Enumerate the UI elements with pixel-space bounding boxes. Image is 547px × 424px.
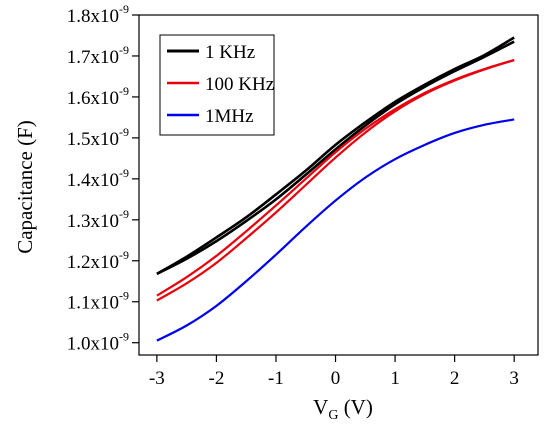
y-axis-ticks: 1.0x10-91.1x10-91.2x10-91.3x10-91.4x10-9… — [67, 2, 139, 355]
y-tick-label: 1.5x10-9 — [67, 125, 129, 150]
y-axis-title: Capacitance (F) — [13, 120, 37, 254]
legend: 1 KHz 100 KHz 1MHz — [159, 34, 275, 136]
y-tick-label: 1.7x10-9 — [67, 43, 129, 68]
y-tick-mantissa: 1.4x10 — [67, 170, 119, 191]
x-tick-label: 0 — [331, 368, 341, 389]
legend-box — [159, 34, 275, 136]
x-tick-label: -2 — [209, 368, 225, 389]
x-axis-title-sub: G — [328, 408, 338, 423]
y-tick-mantissa: 1.7x10 — [67, 47, 119, 68]
y-tick-label: 1.0x10-9 — [67, 330, 129, 355]
x-axis-title-unit: (V) — [338, 395, 372, 419]
x-tick-label: -1 — [268, 368, 284, 389]
x-tick-label: 3 — [509, 368, 519, 389]
y-tick-label: 1.3x10-9 — [67, 207, 129, 232]
y-tick-exponent: -9 — [119, 125, 129, 139]
y-tick-exponent: -9 — [119, 289, 129, 303]
y-tick-label: 1.1x10-9 — [67, 289, 129, 314]
y-tick-exponent: -9 — [119, 2, 129, 16]
y-tick-label: 1.4x10-9 — [67, 166, 129, 191]
y-tick-exponent: -9 — [119, 84, 129, 98]
legend-label: 100 KHz — [205, 74, 274, 95]
series-line-1khz-sweep-1 — [156, 40, 515, 276]
y-tick-exponent: -9 — [119, 166, 129, 180]
legend-label: 1MHz — [205, 106, 254, 127]
y-tick-label: 1.6x10-9 — [67, 84, 129, 109]
x-axis-title: VG (V) — [313, 395, 373, 423]
x-tick-label: 1 — [390, 368, 400, 389]
legend-label: 1 KHz — [205, 42, 255, 63]
x-axis-title-main: V — [313, 395, 328, 419]
y-tick-mantissa: 1.3x10 — [67, 211, 119, 232]
y-tick-label: 1.2x10-9 — [67, 248, 129, 273]
x-axis-ticks: -3 -2 -1 0 1 2 3 — [149, 355, 519, 389]
y-tick-exponent: -9 — [119, 43, 129, 57]
series-line-1khz-sweep-2 — [156, 36, 515, 276]
y-tick-exponent: -9 — [119, 248, 129, 262]
plot-frame — [138, 14, 539, 356]
x-tick-label: 2 — [450, 368, 460, 389]
y-tick-mantissa: 1.2x10 — [67, 252, 119, 273]
y-tick-mantissa: 1.6x10 — [67, 88, 119, 109]
y-tick-mantissa: 1.0x10 — [67, 334, 119, 355]
series-layer — [156, 36, 515, 342]
y-tick-label: 1.8x10-9 — [67, 2, 129, 27]
y-tick-mantissa: 1.5x10 — [67, 129, 119, 150]
series-line-100khz-sweep-2 — [156, 59, 515, 297]
y-tick-exponent: -9 — [119, 207, 129, 221]
y-tick-exponent: -9 — [119, 330, 129, 344]
y-tick-mantissa: 1.8x10 — [67, 6, 119, 27]
x-tick-label: -3 — [149, 368, 165, 389]
series-line-1mhz-sweep-1 — [156, 118, 515, 342]
y-tick-mantissa: 1.1x10 — [67, 293, 119, 314]
